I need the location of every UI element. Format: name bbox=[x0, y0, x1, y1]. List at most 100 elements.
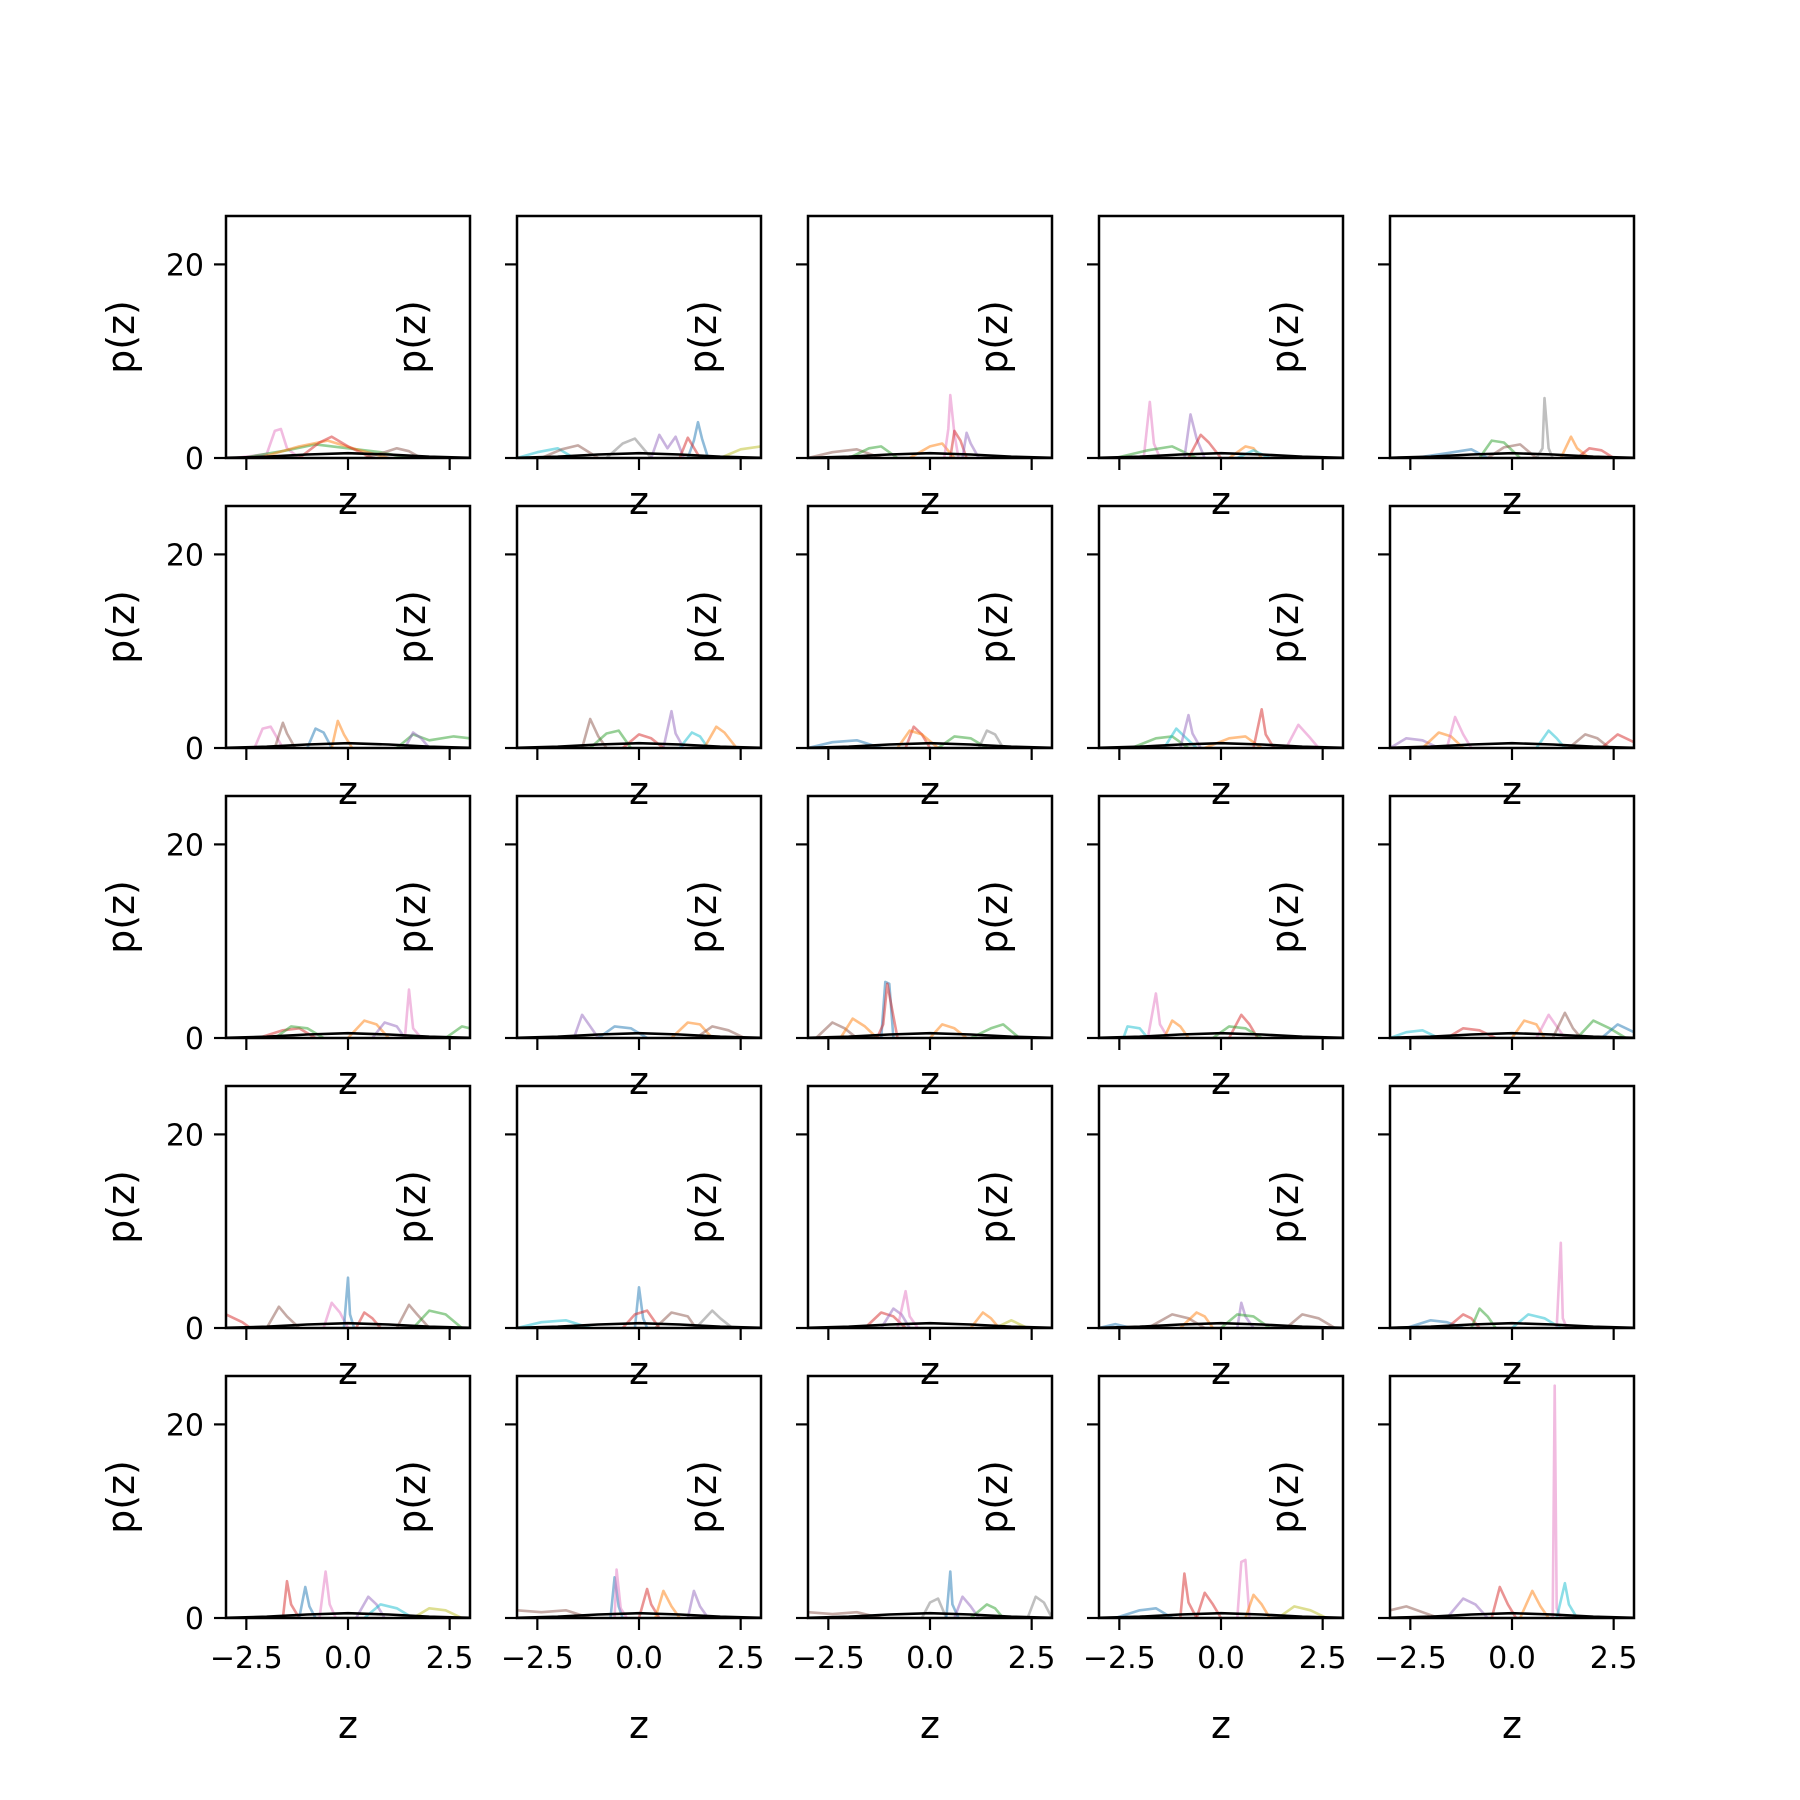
y-tick-label: 20 bbox=[166, 1408, 204, 1443]
subplot-r1-c2: z p(z) bbox=[390, 214, 763, 523]
series-group bbox=[1099, 707, 1343, 748]
series-group bbox=[1099, 992, 1343, 1038]
x-axis-label: z bbox=[1211, 1349, 1231, 1393]
reference-density-line bbox=[226, 1321, 470, 1328]
reference-density-line bbox=[1390, 1321, 1634, 1328]
series-group bbox=[808, 1289, 1052, 1328]
reference-density-line bbox=[1390, 741, 1634, 748]
subplot-r5-c1: −2.5 0.0 2.5 0 20 z p(z) bbox=[99, 1374, 474, 1747]
series-line-4 bbox=[654, 1311, 697, 1328]
x-axis-label: z bbox=[920, 1703, 940, 1747]
x-tick-label: −2.5 bbox=[501, 1641, 574, 1676]
series-group bbox=[226, 988, 470, 1038]
series-line-2 bbox=[1162, 727, 1198, 748]
series-group bbox=[517, 709, 761, 748]
y-tick-label: 0 bbox=[185, 442, 204, 477]
series-line-6 bbox=[678, 436, 702, 458]
subplot-r3-c1: 0 20 z p(z) bbox=[99, 794, 472, 1103]
x-axis-label: z bbox=[1211, 1059, 1231, 1103]
series-group bbox=[1390, 1384, 1634, 1618]
series-group bbox=[226, 1276, 470, 1328]
series-line-1 bbox=[281, 1579, 301, 1618]
reference-density-line bbox=[226, 741, 470, 748]
series-line-6 bbox=[1284, 723, 1320, 748]
subplot-r3-c5: z p(z) bbox=[1263, 794, 1636, 1103]
series-line-3 bbox=[896, 1289, 919, 1328]
reference-density-line bbox=[1099, 741, 1343, 748]
series-line-6 bbox=[686, 1589, 710, 1618]
x-axis-label: z bbox=[1502, 769, 1522, 813]
subplot-r1-c4: z p(z) bbox=[972, 214, 1345, 523]
subplot-r1-c3: z p(z) bbox=[681, 214, 1054, 523]
series-line-5 bbox=[969, 1603, 1005, 1618]
series-line-1 bbox=[808, 447, 882, 458]
y-axis-label: p(z) bbox=[390, 590, 434, 664]
y-tick-label: 20 bbox=[166, 1118, 204, 1153]
y-axis-label: p(z) bbox=[99, 880, 143, 954]
subplot-r5-c5: −2.5 0.0 2.5 z p(z) bbox=[1263, 1374, 1638, 1747]
series-line-2 bbox=[540, 444, 599, 458]
series-line-3 bbox=[306, 727, 333, 748]
y-axis-label: p(z) bbox=[99, 590, 143, 664]
series-group bbox=[1390, 715, 1634, 748]
series-line-1 bbox=[1131, 735, 1190, 748]
series-line-2 bbox=[880, 1307, 911, 1328]
x-axis-label: z bbox=[338, 1703, 358, 1747]
series-line-1 bbox=[253, 725, 285, 748]
plot-frame bbox=[1388, 214, 1636, 460]
reference-density-line bbox=[808, 1321, 1052, 1328]
y-axis-label: p(z) bbox=[99, 300, 143, 374]
subplot-r4-c5: z p(z) bbox=[1263, 1084, 1636, 1393]
series-line-4 bbox=[1518, 1589, 1550, 1618]
y-tick-label: 0 bbox=[185, 1602, 204, 1637]
x-axis-label: z bbox=[338, 479, 358, 523]
reference-density-line bbox=[1390, 1611, 1634, 1618]
series-line-1 bbox=[226, 1313, 252, 1328]
series-group bbox=[226, 719, 470, 748]
x-axis-label: z bbox=[1211, 769, 1231, 813]
series-line-3 bbox=[945, 1570, 960, 1618]
series-line-4 bbox=[1535, 396, 1554, 458]
series-line-3 bbox=[909, 442, 956, 458]
series-line-3 bbox=[613, 1568, 628, 1618]
series-line-5 bbox=[678, 731, 710, 748]
subplot-r5-c4: −2.5 0.0 2.5 z p(z) bbox=[972, 1374, 1347, 1747]
x-axis-label: z bbox=[1211, 1703, 1231, 1747]
reference-density-line bbox=[1390, 451, 1634, 458]
series-group bbox=[517, 420, 761, 458]
x-axis-label: z bbox=[338, 1349, 358, 1393]
reference-density-line bbox=[808, 451, 1052, 458]
series-line-4 bbox=[1535, 1013, 1566, 1038]
y-axis-label: p(z) bbox=[681, 590, 725, 664]
series-group bbox=[808, 725, 1052, 748]
y-tick-label: 20 bbox=[166, 248, 204, 283]
x-axis-label: z bbox=[1502, 1059, 1522, 1103]
series-line-3 bbox=[1490, 1585, 1518, 1618]
y-axis-label: p(z) bbox=[1263, 1460, 1307, 1534]
x-tick-label: 0.0 bbox=[324, 1641, 372, 1676]
series-line-5 bbox=[354, 1311, 382, 1328]
x-tick-label: 2.5 bbox=[426, 1641, 474, 1676]
series-line-4 bbox=[1535, 729, 1566, 748]
reference-density-line bbox=[1099, 1321, 1343, 1328]
series-line-4 bbox=[969, 1311, 1001, 1328]
series-line-4 bbox=[1511, 1313, 1562, 1328]
series-line-3 bbox=[1162, 1019, 1190, 1038]
series-group bbox=[517, 1013, 761, 1038]
plot-frame bbox=[1388, 1374, 1636, 1620]
reference-density-line bbox=[226, 1031, 470, 1038]
series-line-2 bbox=[1146, 992, 1170, 1038]
x-axis-label: z bbox=[1502, 1349, 1522, 1393]
x-axis-label: z bbox=[629, 1059, 649, 1103]
series-line-3 bbox=[605, 437, 653, 458]
x-axis-label: z bbox=[1502, 1703, 1522, 1747]
x-tick-label: −2.5 bbox=[1083, 1641, 1156, 1676]
subplot-r4-c2: z p(z) bbox=[390, 1084, 763, 1393]
series-line-4 bbox=[1187, 433, 1223, 458]
series-group bbox=[1390, 1241, 1634, 1328]
series-line-6 bbox=[1277, 1605, 1328, 1618]
y-tick-label: 0 bbox=[185, 1022, 204, 1057]
series-line-7 bbox=[412, 1309, 463, 1328]
series-line-1 bbox=[1390, 1605, 1440, 1618]
